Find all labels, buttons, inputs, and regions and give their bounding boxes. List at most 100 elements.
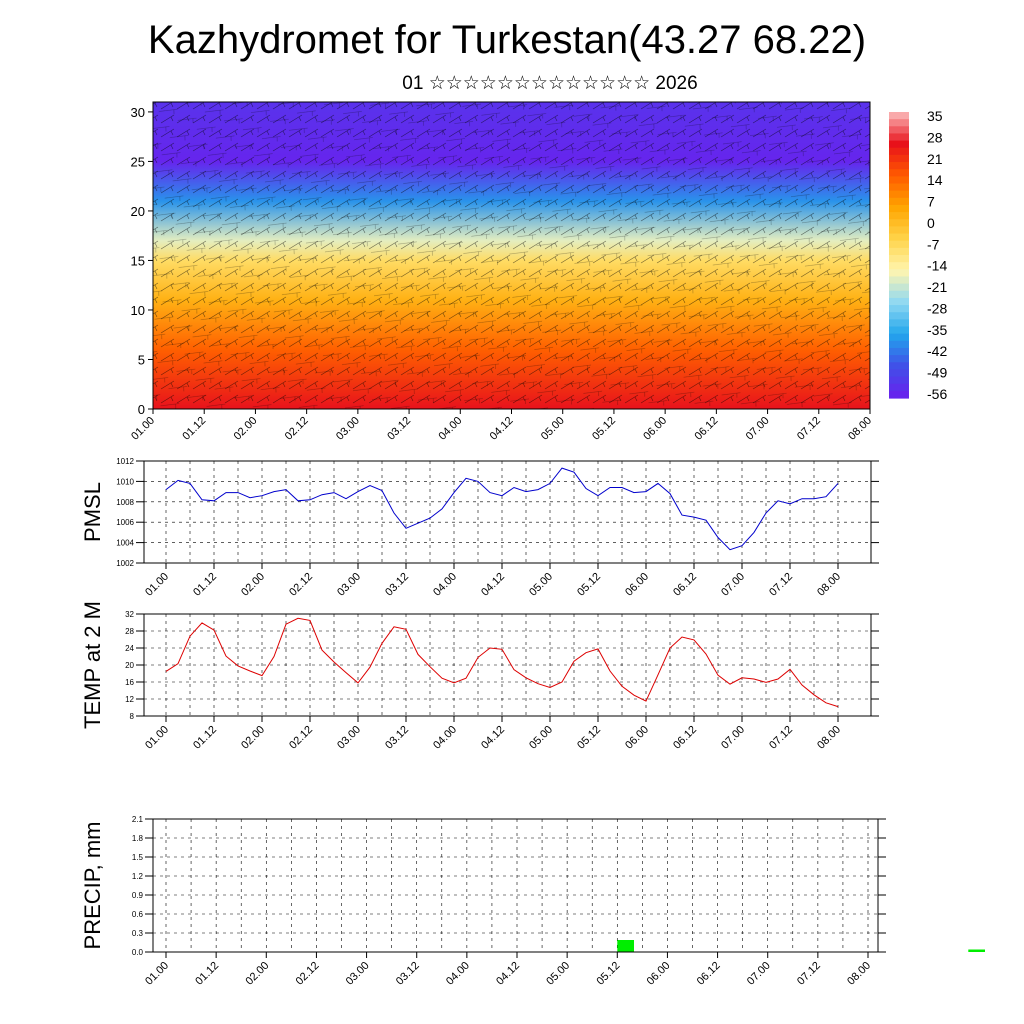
precip-y-tick-label: 2.1 — [132, 815, 144, 824]
pmsl-y-tick-label: 1004 — [116, 539, 134, 548]
colorbar-swatch — [889, 276, 909, 285]
precip-bar — [968, 949, 985, 952]
cs-y-tick-label: 15 — [131, 253, 145, 268]
precip-y-tick-label: 1.2 — [132, 872, 144, 881]
precip-x-tick-label: 02.12 — [294, 960, 322, 988]
colorbar-label: -21 — [927, 279, 947, 295]
cs-x-tick-label: 07.12 — [795, 415, 823, 443]
colorbar-swatch — [889, 126, 909, 135]
temp-x-tick-label: 03.12 — [383, 724, 411, 752]
colorbar-swatch — [889, 255, 909, 263]
colorbar-swatch — [889, 176, 909, 185]
temp-x-tick-label: 06.12 — [671, 724, 699, 752]
temp-x-tick-label: 08.00 — [815, 724, 843, 752]
temp-x-tick-label: 01.12 — [191, 724, 219, 752]
temp-y-tick-label: 8 — [130, 712, 135, 721]
temp-ylabel: TEMP at 2 M — [80, 601, 105, 729]
colorbar-swatch — [889, 362, 909, 370]
precip-x-tick-label: 01.00 — [143, 960, 171, 988]
pmsl-x-tick-label: 02.00 — [239, 571, 267, 599]
colorbar-swatch — [889, 355, 909, 363]
temp-series-line — [165, 617, 839, 708]
precip-y-tick-label: 1.5 — [132, 853, 144, 862]
precip-x-tick-label: 07.00 — [745, 960, 773, 988]
temp-x-tick-label: 07.00 — [719, 724, 747, 752]
colorbar-swatch — [889, 305, 909, 313]
cs-x-tick-label: 07.00 — [744, 415, 772, 443]
pmsl-x-tick-label: 04.12 — [479, 571, 507, 599]
precip-x-tick-label: 05.12 — [594, 960, 622, 988]
cs-x-tick-label: 08.00 — [846, 415, 874, 443]
colorbar-swatch — [889, 312, 909, 320]
precip-x-tick-label: 07.12 — [795, 960, 823, 988]
precip-y-tick-label: 1.8 — [132, 834, 144, 843]
precip-y-tick-label: 0.9 — [132, 891, 144, 900]
cs-x-tick-label: 06.00 — [641, 415, 669, 443]
pmsl-x-tick-label: 03.12 — [383, 571, 411, 599]
colorbar-swatch — [889, 197, 909, 206]
temp-y-tick-label: 12 — [125, 695, 134, 704]
pmsl-x-tick-label: 08.00 — [815, 571, 843, 599]
pmsl-x-tick-label: 06.12 — [671, 571, 699, 599]
cs-x-tick-label: 05.12 — [590, 415, 618, 443]
pmsl-panel: 1002 1004 1006 1008 1010 1012 01.00 01.12 02.00 0… — [80, 457, 879, 599]
precip-bar — [617, 940, 634, 952]
cs-y-tick-label: 10 — [131, 303, 145, 318]
pmsl-ylabel: PMSL — [80, 482, 105, 542]
pmsl-y-tick-label: 1008 — [116, 498, 134, 507]
colorbar-swatch — [889, 319, 909, 328]
temp-x-tick-label: 06.00 — [623, 724, 651, 752]
pmsl-x-tick-label: 03.00 — [335, 571, 363, 599]
colorbar-swatch — [889, 233, 909, 242]
temp-y-tick-label: 32 — [125, 610, 134, 619]
colorbar-swatch — [889, 240, 909, 249]
colorbar-swatch — [889, 112, 909, 120]
colorbar-swatch — [889, 283, 909, 292]
pmsl-y-tick-label: 1012 — [116, 457, 134, 466]
precip-y-tick-label: 0.0 — [132, 948, 144, 957]
colorbar-swatch — [889, 119, 909, 127]
precip-x-tick-label: 01.12 — [193, 960, 221, 988]
temp-x-tick-label: 05.12 — [575, 724, 603, 752]
colorbar-swatch — [889, 204, 909, 213]
colorbar-swatch — [889, 262, 909, 270]
cs-x-tick-label: 06.12 — [693, 415, 721, 443]
precip-x-tick-label: 04.12 — [494, 960, 522, 988]
colorbar-swatch — [889, 340, 909, 349]
colorbar-swatch — [889, 347, 909, 356]
precip-x-tick-label: 02.00 — [243, 960, 271, 988]
colorbar-swatch — [889, 169, 909, 177]
precip-x-tick-label: 08.00 — [845, 960, 873, 988]
cross-section-panel: 0 5 10 15 20 25 30 01.00 01.12 02.00 02.12 03.00 03.… — [129, 101, 874, 443]
colorbar-label: 21 — [927, 151, 943, 167]
precip-x-tick-label: 04.00 — [444, 960, 472, 988]
colorbar-swatch — [889, 247, 909, 256]
colorbar-swatch — [889, 269, 909, 278]
colorbar-swatch — [889, 376, 909, 385]
cs-x-tick-label: 04.12 — [488, 415, 516, 443]
precip-panel: 0.0 0.3 0.6 0.9 1.2 1.5 1.8 2.1 01.00 01.12 02.00 0… — [80, 815, 985, 988]
pmsl-x-tick-label: 07.00 — [719, 571, 747, 599]
precip-x-tick-label: 03.00 — [344, 960, 372, 988]
pmsl-y-tick-label: 1002 — [116, 559, 134, 568]
temp-panel: 8 12 16 20 24 28 32 01.00 01.12 02.00 02.12 03.00 03… — [80, 601, 879, 752]
precip-x-tick-label: 03.12 — [394, 960, 422, 988]
colorbar-label: -49 — [927, 365, 947, 381]
colorbar: 35 28 21 14 7 0 -7 -14 -21 -28 -35 -42 -49 -56 — [889, 108, 947, 402]
pmsl-x-tick-label: 01.12 — [191, 571, 219, 599]
temp-y-tick-label: 24 — [125, 644, 134, 653]
cs-x-tick-label: 05.00 — [539, 415, 567, 443]
cs-x-tick-label: 03.00 — [334, 415, 362, 443]
cs-y-tick-label: 25 — [131, 154, 145, 169]
colorbar-label: 35 — [927, 108, 943, 124]
colorbar-swatch — [889, 190, 909, 199]
pmsl-x-tick-label: 02.12 — [287, 571, 315, 599]
cs-y-tick-label: 30 — [131, 105, 145, 120]
pmsl-y-tick-label: 1006 — [116, 518, 134, 527]
colorbar-swatch — [889, 390, 909, 399]
cs-x-tick-label: 01.00 — [129, 415, 157, 443]
colorbar-swatch — [889, 133, 909, 142]
colorbar-swatch — [889, 333, 909, 342]
colorbar-label: 14 — [927, 172, 943, 188]
